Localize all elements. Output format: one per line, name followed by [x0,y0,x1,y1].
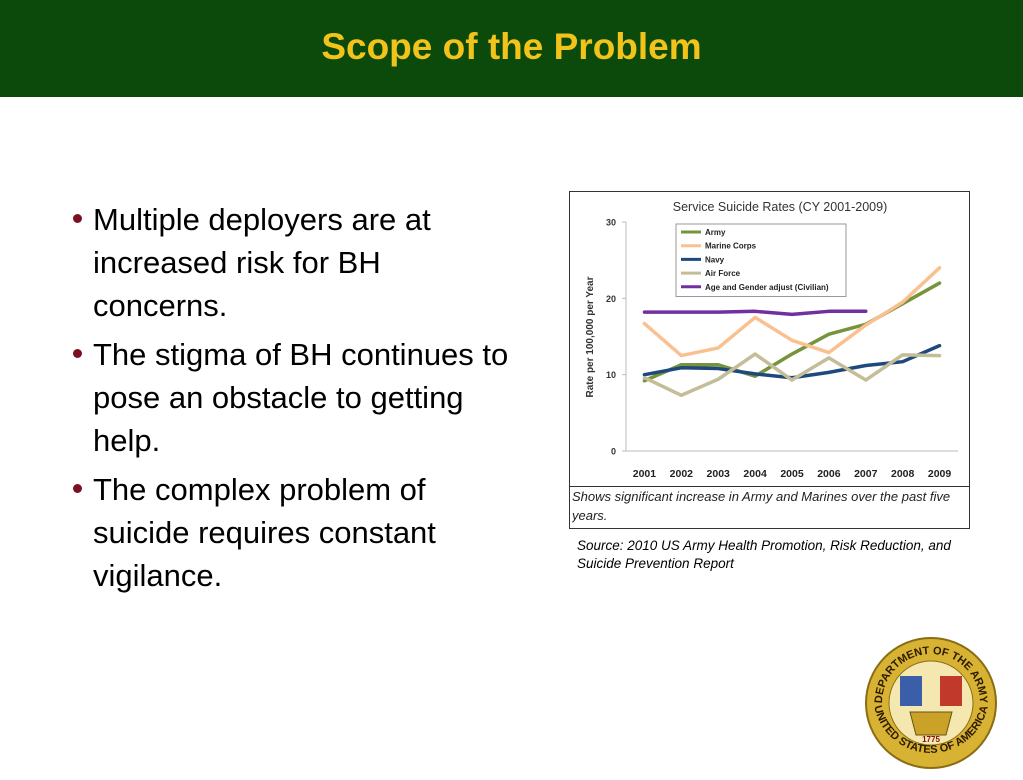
y-tick-label: 0 [611,447,616,457]
emblem: DEPARTMENT OF THE ARMY UNITED STATES OF … [865,637,997,769]
y-tick-label: 10 [606,370,616,380]
y-axis-label: Rate per 100,000 per Year [585,276,596,397]
x-tick-label: 2006 [817,468,841,480]
emblem-year: 1775 [922,735,940,744]
chart-caption: Shows significant increase in Army and M… [572,489,951,523]
bullet: The complex problem of suicide requires … [72,468,512,597]
x-tick-label: 2002 [670,468,694,480]
x-tick-label: 2004 [743,468,767,480]
legend-label: Age and Gender adjust (Civilian) [705,283,829,292]
emblem-armor [909,711,953,736]
x-tick-label: 2003 [707,468,731,480]
chart-title: Service Suicide Rates (CY 2001-2009) [673,200,887,214]
x-tick-label: 2005 [780,468,804,480]
legend-label: Army [705,228,726,237]
legend-box [675,223,847,297]
legend-label: Marine Corps [705,242,757,251]
bullet: The stigma of BH continues to pose an ob… [72,333,512,462]
series-line [642,266,942,358]
x-tick-label: 2009 [928,468,952,480]
series-line [642,309,868,317]
slide-title: Scope of the Problem [321,26,702,67]
series-line [642,352,942,398]
header-band [0,0,1023,97]
legend-label: Navy [705,255,725,264]
legend-label: Air Force [705,269,741,278]
x-tick-label: 2008 [891,468,915,480]
x-tick-label: 2007 [854,468,878,480]
emblem-flag [940,676,962,706]
y-tick-label: 30 [606,218,616,228]
emblem-flag [900,676,922,706]
bullet-list: Multiple deployers are at increased risk… [72,198,512,603]
caption-box: Shows significant increase in Army and M… [572,489,951,523]
source-note: Source: 2010 US Army Health Promotion, R… [577,538,951,571]
y-tick-label: 20 [606,294,616,304]
x-tick-label: 2001 [633,468,657,480]
bullet: Multiple deployers are at increased risk… [72,198,512,327]
